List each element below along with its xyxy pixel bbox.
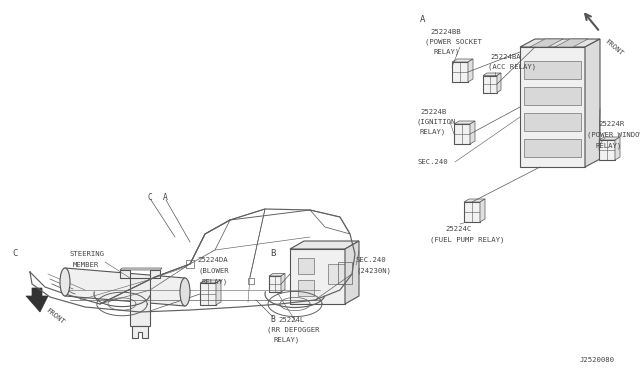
Text: RELAY): RELAY) xyxy=(595,143,621,149)
Bar xyxy=(338,262,352,284)
Polygon shape xyxy=(120,270,160,326)
Polygon shape xyxy=(480,199,485,222)
Text: FRONT: FRONT xyxy=(45,307,66,325)
Text: 25224BA: 25224BA xyxy=(490,54,520,60)
Text: A: A xyxy=(163,192,168,202)
Text: MEMBER: MEMBER xyxy=(73,262,99,268)
Polygon shape xyxy=(269,276,281,292)
Text: (FUEL PUMP RELAY): (FUEL PUMP RELAY) xyxy=(430,237,504,243)
Polygon shape xyxy=(497,73,501,93)
Text: 25224DA: 25224DA xyxy=(197,257,228,263)
Polygon shape xyxy=(454,121,475,124)
Text: A: A xyxy=(420,16,426,25)
Polygon shape xyxy=(298,258,314,274)
Polygon shape xyxy=(452,59,473,62)
Polygon shape xyxy=(585,39,600,167)
Polygon shape xyxy=(200,280,221,283)
Polygon shape xyxy=(483,76,497,93)
Text: C: C xyxy=(148,192,153,202)
Polygon shape xyxy=(599,137,620,140)
Text: J2520080: J2520080 xyxy=(580,357,615,363)
Polygon shape xyxy=(520,47,585,167)
Text: FRONT: FRONT xyxy=(603,38,623,57)
Text: RELAY): RELAY) xyxy=(420,129,446,135)
Text: C: C xyxy=(12,250,17,259)
Polygon shape xyxy=(464,202,480,222)
Polygon shape xyxy=(464,199,485,202)
Polygon shape xyxy=(599,140,615,160)
Text: 25224B: 25224B xyxy=(420,109,446,115)
Polygon shape xyxy=(524,61,581,79)
Polygon shape xyxy=(328,264,345,284)
Text: RELAY): RELAY) xyxy=(274,337,300,343)
Polygon shape xyxy=(615,137,620,160)
Polygon shape xyxy=(269,273,285,276)
Text: (RR DEFOGGER: (RR DEFOGGER xyxy=(267,327,319,333)
Text: (ACC RELAY): (ACC RELAY) xyxy=(488,64,536,70)
Ellipse shape xyxy=(180,278,190,306)
Text: 25224BB: 25224BB xyxy=(430,29,461,35)
Polygon shape xyxy=(26,288,48,312)
Polygon shape xyxy=(530,39,563,47)
Text: 25224R: 25224R xyxy=(598,121,624,127)
Text: SEC.240: SEC.240 xyxy=(417,159,447,165)
Polygon shape xyxy=(555,39,588,47)
Text: RELAY): RELAY) xyxy=(202,279,228,285)
Polygon shape xyxy=(281,273,285,292)
Polygon shape xyxy=(200,283,216,305)
Polygon shape xyxy=(345,241,359,304)
Bar xyxy=(186,260,194,268)
Polygon shape xyxy=(298,280,314,296)
Text: SEC.240: SEC.240 xyxy=(356,257,387,263)
Polygon shape xyxy=(470,121,475,144)
Text: (IGNITION: (IGNITION xyxy=(416,119,456,125)
Text: (BLOWER: (BLOWER xyxy=(199,268,230,274)
Polygon shape xyxy=(216,280,221,305)
Text: B: B xyxy=(270,250,275,259)
Text: B: B xyxy=(270,315,275,324)
Bar xyxy=(248,278,254,284)
Text: (POWER WINDOW: (POWER WINDOW xyxy=(587,132,640,138)
Polygon shape xyxy=(524,113,581,131)
Text: 25224C: 25224C xyxy=(445,226,471,232)
Polygon shape xyxy=(290,249,345,304)
Polygon shape xyxy=(524,139,581,157)
Polygon shape xyxy=(468,59,473,82)
Text: RELAY): RELAY) xyxy=(433,49,460,55)
Ellipse shape xyxy=(60,268,70,296)
Polygon shape xyxy=(452,62,468,82)
Text: (24230N): (24230N) xyxy=(356,268,391,274)
Text: (POWER SOCKET: (POWER SOCKET xyxy=(425,39,482,45)
Polygon shape xyxy=(520,39,600,47)
Polygon shape xyxy=(483,73,501,76)
Polygon shape xyxy=(524,87,581,105)
Text: STEERING: STEERING xyxy=(70,251,105,257)
Polygon shape xyxy=(65,268,185,306)
Polygon shape xyxy=(454,124,470,144)
Polygon shape xyxy=(120,268,162,270)
Polygon shape xyxy=(290,241,359,249)
Polygon shape xyxy=(132,326,148,338)
Text: 25224L: 25224L xyxy=(278,317,304,323)
